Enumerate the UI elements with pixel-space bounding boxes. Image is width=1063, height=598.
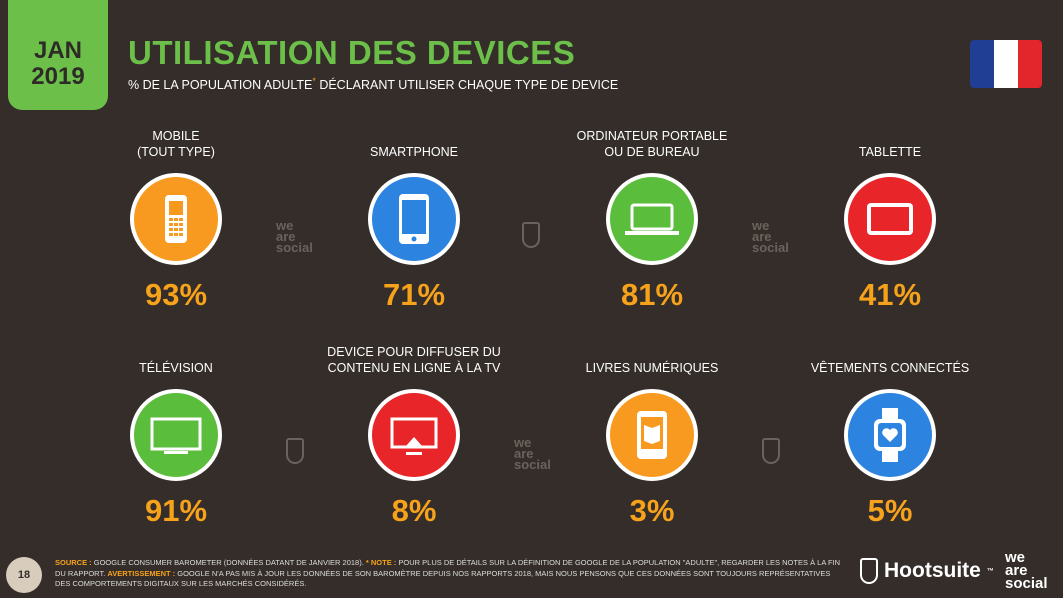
device-label: VÊTEMENTS CONNECTÉS (810, 361, 970, 375)
hootsuite-wordmark: Hootsuite (884, 559, 981, 582)
logo-line: social (1005, 575, 1048, 592)
source-label: SOURCE : (55, 558, 92, 567)
streaming-device-icon (390, 417, 438, 455)
device-percentage: 93% (144, 277, 208, 312)
device-stat-smartphone: SMARTPHONE 71% (314, 124, 514, 313)
tablet-icon (867, 203, 913, 235)
device-percentage: 41% (858, 277, 922, 312)
page-subtitle: % DE LA POPULATION ADULTE* DÉCLARANT UTI… (128, 76, 618, 92)
device-circle (606, 173, 698, 265)
owl-watermark-icon (522, 222, 540, 248)
we-are-social-watermark: we are social (514, 435, 551, 472)
logo-line: we (1005, 549, 1026, 566)
warning-label: AVERTISSEMENT : (107, 568, 176, 578)
device-percentage: 91% (144, 493, 208, 528)
subtitle-text: % DE LA POPULATION ADULTE (128, 78, 313, 93)
device-label: ORDINATEUR PORTABLE OU DE BUREAU (576, 129, 728, 159)
note-label: * NOTE : (365, 558, 397, 567)
device-circle (368, 173, 460, 265)
hootsuite-logo: Hootsuite ™ (860, 558, 994, 584)
device-label: LIVRES NUMÉRIQUES (585, 361, 719, 375)
device-circle (130, 173, 222, 265)
device-stat-laptop: ORDINATEUR PORTABLE OU DE BUREAU 81% (552, 124, 752, 313)
ebook-icon (637, 411, 667, 459)
france-flag-icon (970, 40, 1042, 88)
smartphone-icon (399, 194, 429, 244)
device-stat-ebook: LIVRES NUMÉRIQUES 3% (552, 340, 752, 529)
we-are-social-watermark: we are social (276, 218, 313, 255)
device-percentage: 8% (391, 493, 437, 528)
device-stat-feature-phone: MOBILE (TOUT TYPE) 93% (76, 124, 276, 313)
owl-logo-icon (860, 558, 878, 584)
logo-line: are (1005, 562, 1028, 579)
device-percentage: 71% (382, 277, 446, 312)
date-month: JAN (33, 37, 82, 64)
device-stat-tv: TÉLÉVISION 91% (76, 340, 276, 529)
device-circle (368, 389, 460, 481)
device-circle (130, 389, 222, 481)
smartwatch-icon (874, 408, 906, 462)
device-label: TABLETTE (858, 145, 922, 159)
we-are-social-watermark: we are social (752, 218, 789, 255)
tv-icon (150, 417, 202, 454)
device-percentage: 3% (629, 493, 675, 528)
feature-phone-icon (165, 195, 187, 243)
source-text: GOOGLE CONSUMER BAROMETER (DONNÉES DATAN… (91, 558, 366, 567)
owl-watermark-icon (286, 438, 304, 464)
device-label: SMARTPHONE (370, 145, 458, 159)
device-label: DEVICE POUR DIFFUSER DU CONTENU EN LIGNE… (327, 345, 501, 375)
device-circle (844, 173, 936, 265)
date-badge: JAN 2019 (8, 0, 108, 110)
laptop-icon (625, 203, 679, 235)
device-circle (606, 389, 698, 481)
page-title: UTILISATION DES DEVICES (128, 34, 576, 71)
device-percentage: 5% (867, 493, 913, 528)
device-label: MOBILE (TOUT TYPE) (137, 129, 215, 159)
device-label: TÉLÉVISION (139, 361, 213, 375)
device-circle (844, 389, 936, 481)
subtitle-text-rest: DÉCLARANT UTILISER CHAQUE TYPE DE DEVICE (315, 78, 619, 93)
footnote-mark: * (312, 76, 316, 86)
we-are-social-logo: we are social (1005, 549, 1048, 592)
footer-notes: SOURCE : GOOGLE CONSUMER BAROMETER (DONN… (55, 558, 845, 590)
device-stat-tablet: TABLETTE 41% (790, 124, 990, 313)
device-percentage: 81% (620, 277, 684, 312)
trademark: ™ (986, 567, 994, 575)
device-stat-streaming-device: DEVICE POUR DIFFUSER DU CONTENU EN LIGNE… (314, 340, 514, 529)
owl-watermark-icon (762, 438, 780, 464)
device-stat-smartwatch: VÊTEMENTS CONNECTÉS 5% (790, 340, 990, 529)
date-year: 2019 (31, 63, 85, 90)
warning-text: GOOGLE N'A PAS MIS À JOUR LES DONNÉES DE… (55, 568, 831, 589)
note-text: POUR PLUS DE DÉTAILS SUR LA DÉFINITION D… (55, 558, 841, 578)
page-number: 18 (6, 557, 42, 593)
